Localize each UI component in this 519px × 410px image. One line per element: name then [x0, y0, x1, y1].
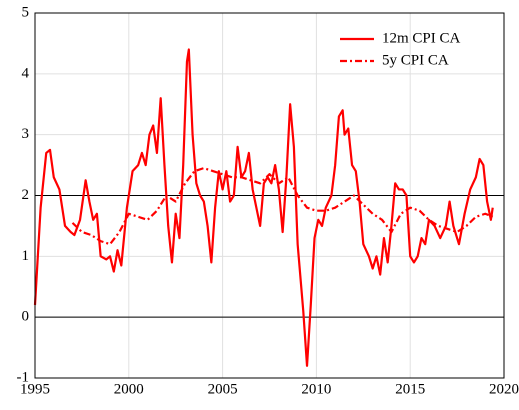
y-tick-label: 4 — [22, 65, 30, 81]
x-tick-label: 2015 — [395, 381, 425, 397]
x-tick-label: 1995 — [20, 381, 50, 397]
y-tick-label: 0 — [22, 309, 30, 325]
series-line — [71, 167, 494, 246]
x-tick-label: 2020 — [489, 381, 519, 397]
plot-frame — [34, 12, 505, 379]
series-line — [33, 48, 494, 367]
legend-label: 12m CPI CA — [382, 30, 461, 46]
x-tick-label: 2000 — [114, 381, 144, 397]
y-tick-label: 5 — [22, 4, 30, 20]
legend-label: 5y CPI CA — [382, 52, 449, 68]
y-tick-label: 3 — [22, 126, 30, 142]
x-tick-label: 2005 — [208, 381, 238, 397]
y-tick-label: 1 — [22, 248, 30, 264]
x-tick-label: 2010 — [301, 381, 331, 397]
y-tick-label: -1 — [17, 369, 30, 385]
y-tick-label: 2 — [22, 187, 30, 203]
